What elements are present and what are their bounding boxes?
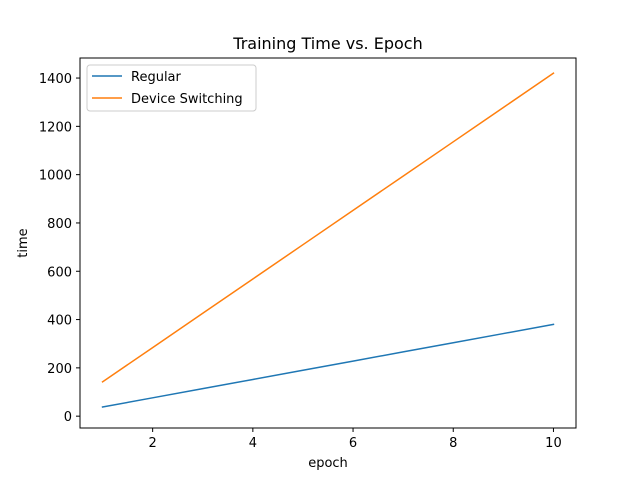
plot-area: 2 4 6 8 10 0 200 400 600 800 1000 1200 1400 <box>39 72 562 451</box>
y-axis-label: time <box>16 228 31 257</box>
y-tick-label-1200: 1200 <box>39 120 72 135</box>
chart-title: Training Time vs. Epoch <box>232 34 422 53</box>
y-tick-label-600: 600 <box>47 265 72 280</box>
legend-label-regular: Regular <box>131 70 182 85</box>
x-tick-label-2: 2 <box>149 436 157 451</box>
y-tick-label-1400: 1400 <box>39 72 72 87</box>
x-tick-label-8: 8 <box>449 436 457 451</box>
x-axis-label: epoch <box>308 456 348 471</box>
axes-frame <box>79 57 577 429</box>
series-line-device-switching <box>101 72 555 383</box>
y-tick-label-1000: 1000 <box>39 169 72 184</box>
x-tick-label-4: 4 <box>249 436 257 451</box>
y-tick-label-200: 200 <box>47 362 72 377</box>
legend-box <box>86 64 257 112</box>
legend-label-device-switching: Device Switching <box>131 92 243 107</box>
x-tick-label-10: 10 <box>545 436 562 451</box>
x-tick-label-6: 6 <box>349 436 357 451</box>
series-line-regular <box>101 323 555 408</box>
y-tick-label-400: 400 <box>47 314 72 329</box>
legend: Regular Device Switching <box>86 64 257 112</box>
y-tick-label-0: 0 <box>64 410 72 425</box>
y-tick-label-800: 800 <box>47 217 72 232</box>
